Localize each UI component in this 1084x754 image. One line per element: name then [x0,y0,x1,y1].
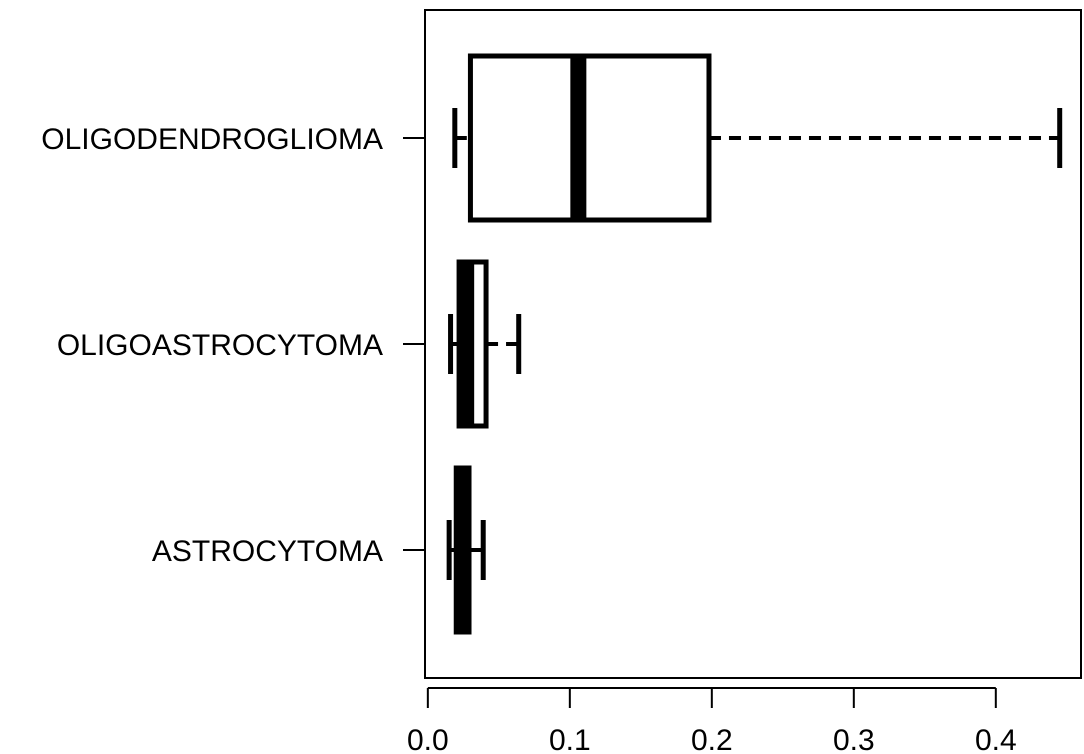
box-group [452,53,1063,223]
x-tick-label: 0.2 [691,724,733,754]
chart-axes: OLIGODENDROGLIOMA OLIGOASTROCYTOMA ASTROCY… [41,123,1016,754]
category-label: OLIGODENDROGLIOMA [41,123,383,156]
category-label: ASTROCYTOMA [152,535,383,568]
box-group [446,465,486,635]
x-tick-label: 0.0 [407,724,449,754]
x-tick-label: 0.1 [549,724,591,754]
box-group [448,259,522,429]
box-iqr [467,53,712,223]
x-tick-label: 0.4 [975,724,1017,754]
category-label: OLIGOASTROCYTOMA [57,329,383,362]
x-tick-label: 0.3 [833,724,875,754]
chart-marks [446,53,1063,635]
